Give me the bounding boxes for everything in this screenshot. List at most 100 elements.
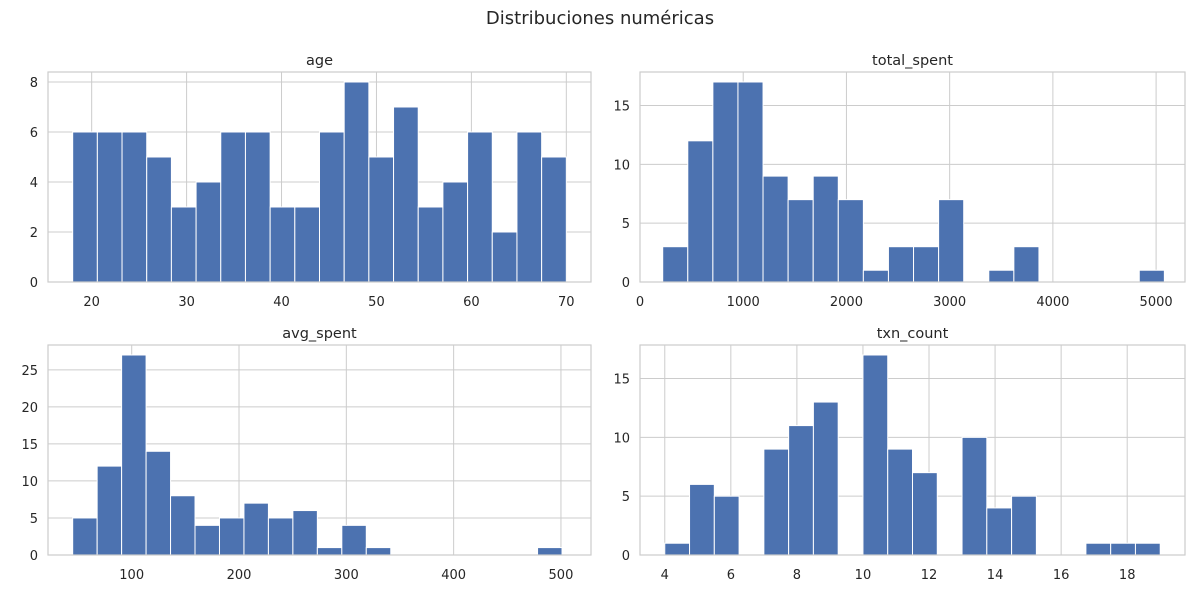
x-tick-label: 18 [1119,568,1136,583]
histogram-bar [837,199,864,283]
y-tick-label: 15 [21,438,38,453]
histogram-bar [292,510,318,556]
histogram-bar [218,517,245,556]
histogram-bar [712,81,739,283]
subplot-title: txn_count [877,326,949,342]
x-tick-label: 200 [227,568,252,583]
histogram-bar [862,269,889,283]
histogram-bar [1085,542,1112,556]
histogram-bar [491,231,518,283]
histogram-bar [887,246,915,283]
x-tick-label: 30 [178,295,195,310]
x-tick-label: 8 [793,568,801,583]
histogram-bar [1134,542,1161,556]
histogram-bar [368,156,395,283]
x-tick-label: 60 [463,295,480,310]
y-tick-label: 2 [30,226,38,241]
histogram-bar [537,547,563,556]
histogram-bar [194,524,220,556]
y-tick-label: 6 [30,126,38,141]
histogram-bar [220,131,246,283]
histogram-bar [1011,495,1037,556]
x-tick-label: 20 [83,295,100,310]
x-tick-label: 10 [855,568,872,583]
y-tick-label: 25 [21,364,38,379]
x-tick-label: 40 [273,295,290,310]
histogram-bar [267,517,294,556]
histogram-bar [1138,269,1165,283]
axes-frame [47,344,592,556]
histogram-bar [316,547,343,556]
histogram-bar [689,483,715,556]
y-tick-label: 20 [21,401,38,416]
y-tick-label: 4 [30,176,38,191]
histogram-bar [737,81,764,283]
histogram-bar [762,175,789,283]
y-tick-label: 0 [622,276,630,291]
histogram-bar [938,199,965,283]
x-tick-label: 12 [921,568,938,583]
y-tick-label: 15 [613,100,630,115]
histogram-bar [862,354,889,556]
histogram-bar [541,156,567,283]
subplot-age: 20 30 40 50 60 70 0 2 4 6 8 age [30,53,592,310]
y-tick-label: 15 [613,373,630,388]
histogram-bar [341,524,367,556]
histogram-bar [763,448,790,556]
x-tick-label: 400 [441,568,466,583]
histogram-bar [961,436,988,556]
x-tick-label: 16 [1053,568,1070,583]
histogram-bar [467,131,493,283]
histogram-bar [912,472,938,556]
subplot-title: avg_spent [282,326,357,342]
histogram-bar [243,502,269,556]
y-tick-label: 0 [622,549,630,564]
axes-frame [639,71,1186,283]
histogram-bar [687,140,714,283]
histogram-bar [365,547,392,556]
y-tick-label: 8 [30,76,38,91]
histogram-bar [812,175,839,283]
axes-frame [47,71,592,283]
histogram-bar [244,131,271,283]
subplot-title: age [306,53,333,69]
x-tick-label: 100 [119,568,144,583]
subplot-total_spent: 0 1000 2000 3000 4000 5000 0 5 10 15 total_spent [613,53,1186,310]
x-tick-label: 0 [636,295,644,310]
histogram-bar [787,199,814,283]
histogram-bar [788,425,814,556]
x-tick-label: 4000 [1036,295,1069,310]
histogram-bar [913,246,940,283]
histogram-bar [170,495,196,556]
histogram-bar [713,495,740,556]
y-tick-label: 10 [21,475,38,490]
x-tick-label: 3000 [933,295,966,310]
y-tick-label: 0 [30,549,38,564]
subplot-avg_spent: 100 200 300 400 500 0 5 10 15 20 25 avg_spent [21,326,592,583]
subplot-title: total_spent [872,53,953,69]
histogram-bar [269,206,296,283]
axes-frame [639,344,1186,556]
histogram-bar [319,131,345,283]
histogram-bar [1013,246,1040,283]
histogram-bar [72,131,98,283]
figure-title: Distribuciones numéricas [485,8,715,29]
histogram-bar [417,206,444,283]
histogram-bar [195,181,222,283]
x-tick-label: 500 [549,568,574,583]
x-tick-label: 4 [661,568,669,583]
x-tick-label: 70 [558,295,575,310]
histogram-bar [812,401,839,556]
histogram-bar [170,206,197,283]
histogram-bar [72,517,98,556]
histogram-bar [121,354,147,556]
histogram-bar [145,450,172,556]
subplot-txn_count: 4 6 8 10 12 14 16 18 0 5 10 15 txn_count [613,326,1186,583]
x-tick-label: 14 [987,568,1004,583]
histogram-bar [343,81,370,283]
histogram-bar [121,131,148,283]
histogram-bar [516,131,543,283]
histogram-bar [664,542,691,556]
